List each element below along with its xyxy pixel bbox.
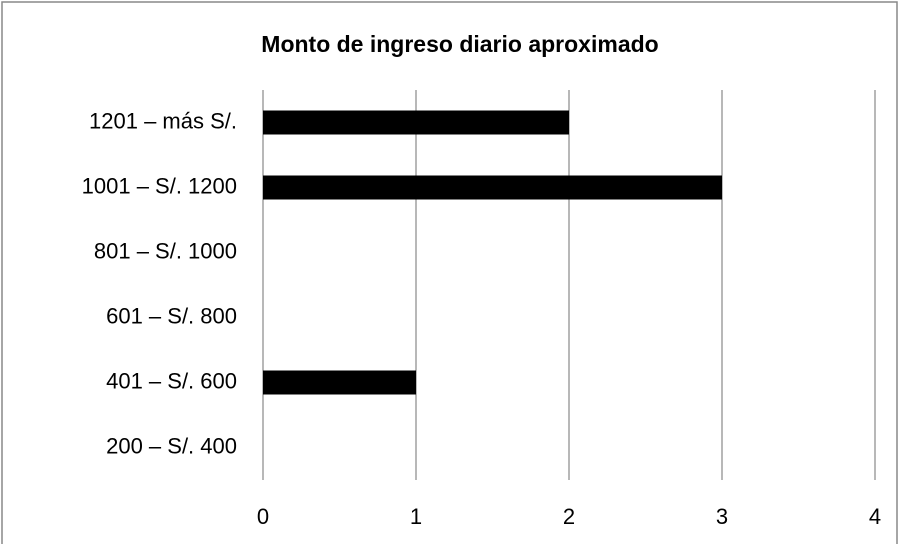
y-tick-label: 801 – S/. 1000 [94, 238, 237, 263]
bar [263, 110, 569, 135]
y-tick-label: 1201 – más S/. [89, 108, 237, 133]
bar [263, 370, 416, 395]
x-tick-label: 3 [716, 504, 728, 529]
bar [263, 175, 722, 200]
x-tick-label: 2 [563, 504, 575, 529]
x-tick-label: 4 [869, 504, 881, 529]
y-tick-label: 601 – S/. 800 [106, 303, 237, 328]
y-tick-label: 1001 – S/. 1200 [82, 173, 237, 198]
x-tick-label: 0 [257, 504, 269, 529]
x-tick-label: 1 [410, 504, 422, 529]
y-tick-label: 401 – S/. 600 [106, 368, 237, 393]
y-tick-label: 200 – S/. 400 [106, 433, 237, 458]
chart-title: Monto de ingreso diario aproximado [261, 31, 658, 57]
